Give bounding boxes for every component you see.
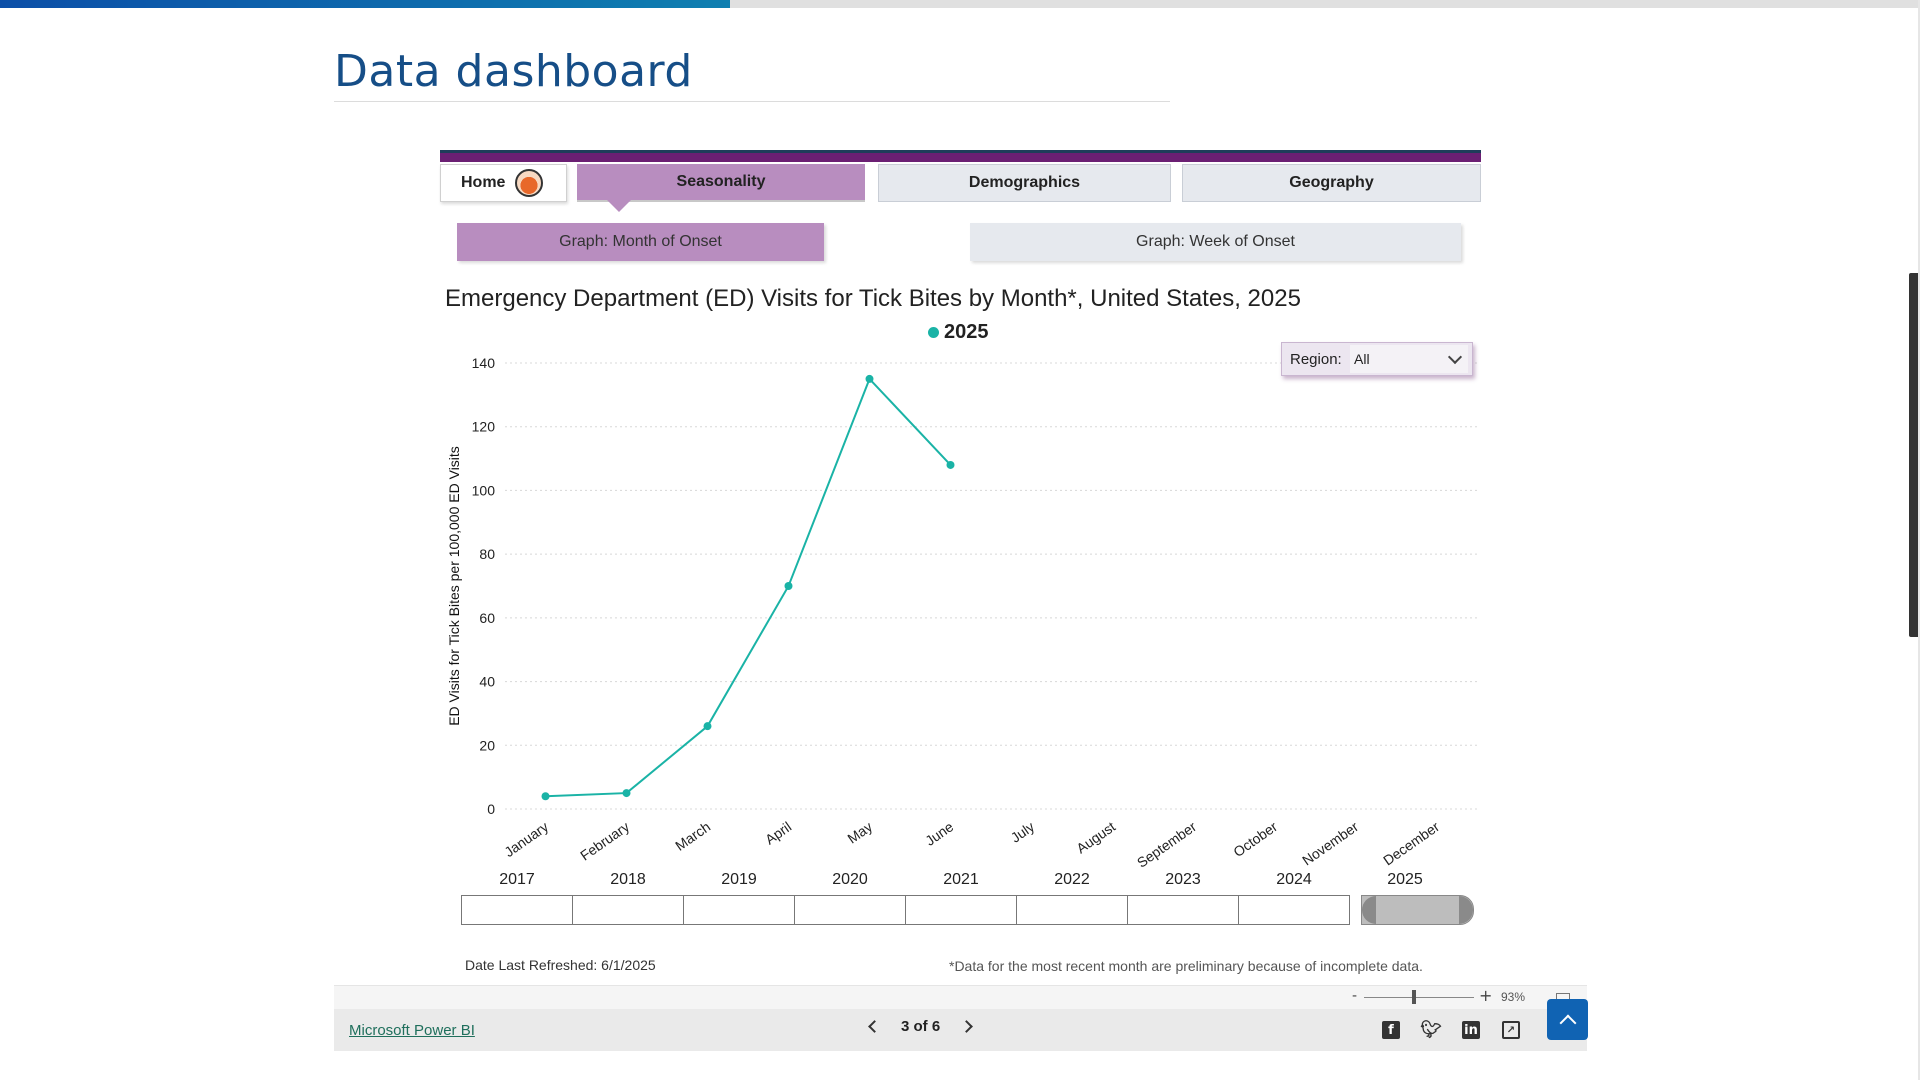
microsoft-powerbi-link[interactable]: Microsoft Power BI — [349, 1022, 475, 1039]
back-to-top-button[interactable] — [1547, 999, 1588, 1040]
region-dropdown-value: All — [1354, 351, 1370, 367]
tab-geography[interactable]: Geography — [1182, 164, 1481, 202]
title-divider — [334, 101, 1170, 102]
chevron-up-icon — [1559, 1014, 1576, 1031]
x-tick-label: July — [1008, 818, 1038, 845]
data-point — [703, 722, 712, 731]
tab-seasonality[interactable]: Seasonality — [577, 164, 865, 212]
year-label: 2019 — [721, 871, 757, 888]
legend-label: 2025 — [944, 321, 989, 343]
x-tick-label: September — [1134, 818, 1200, 871]
tab-home[interactable]: Home — [440, 164, 567, 202]
region-dropdown[interactable]: All — [1350, 345, 1468, 373]
year-label: 2022 — [1054, 871, 1090, 888]
powerbi-footer: Microsoft Power BI 3 of 6 f 🐦︎ in ↗ — [334, 1009, 1587, 1051]
year-cell[interactable] — [794, 895, 906, 925]
tab-demographics-label: Demographics — [968, 174, 1081, 191]
x-tick-label: June — [922, 818, 956, 849]
x-tick-label: December — [1380, 818, 1442, 868]
subtab-month-of-onset[interactable]: Graph: Month of Onset — [457, 223, 824, 261]
zoom-out-button[interactable]: - — [1352, 988, 1358, 1004]
page-indicator: 3 of 6 — [901, 1018, 941, 1035]
zoom-slider-thumb[interactable] — [1412, 990, 1416, 1004]
window-edge — [1918, 0, 1920, 1080]
x-tick-label: February — [577, 818, 632, 863]
year-cell[interactable] — [1361, 895, 1474, 925]
legend-marker — [928, 327, 939, 338]
zoom-in-button[interactable]: + — [1479, 986, 1493, 1005]
year-cell[interactable] — [1016, 895, 1128, 925]
tab-home-label: Home — [461, 174, 506, 191]
zoom-percent: 93% — [1501, 990, 1526, 1004]
preliminary-data-note: *Data for the most recent month are prel… — [949, 958, 1423, 974]
data-point — [865, 374, 874, 383]
chart-title: Emergency Department (ED) Visits for Tic… — [445, 285, 1301, 312]
powerbi-report: Home Seasonality Demographics Geography … — [334, 135, 1587, 985]
y-tick-label: 40 — [479, 674, 495, 690]
linkedin-icon[interactable]: in — [1462, 1021, 1480, 1039]
page-progress-fill — [0, 0, 730, 8]
subtab-week-of-onset[interactable]: Graph: Week of Onset — [970, 223, 1461, 261]
x-tick-label: November — [1299, 818, 1361, 868]
line-chart: 0 20 40 60 80 100 120 140 ED Visits for Tick Bit… — [446, 355, 1477, 871]
subtab-month-label: Graph: Month of Onset — [559, 233, 722, 250]
year-cell[interactable] — [683, 895, 795, 925]
year-cell[interactable] — [461, 895, 573, 925]
year-cell[interactable] — [572, 895, 684, 925]
page-scrollbar-thumb[interactable] — [1909, 273, 1920, 637]
y-tick-label: 20 — [479, 737, 495, 753]
x-tick-label: October — [1230, 818, 1280, 860]
y-tick-label: 80 — [479, 546, 495, 562]
y-axis-label: ED Visits for Tick Bites per 100,000 ED … — [446, 446, 462, 726]
year-label: 2024 — [1276, 871, 1312, 888]
x-tick-label: August — [1073, 818, 1118, 856]
next-page-icon[interactable] — [960, 1020, 974, 1033]
y-tick-label: 140 — [472, 355, 496, 371]
region-filter: Region: All — [1281, 342, 1473, 376]
tab-seasonality-label: Seasonality — [676, 173, 766, 190]
year-cell[interactable] — [905, 895, 1017, 925]
region-filter-label: Region: — [1290, 350, 1342, 368]
year-label: 2020 — [832, 871, 868, 888]
x-tick-label: May — [844, 818, 875, 846]
page-progress-track — [0, 0, 1920, 8]
chevron-down-icon — [1447, 349, 1463, 364]
data-point — [784, 582, 793, 590]
share-icon[interactable]: ↗ — [1502, 1021, 1520, 1039]
data-point — [946, 460, 955, 469]
data-point — [622, 789, 631, 798]
report-header-bar — [440, 150, 1481, 162]
x-tick-label: January — [501, 818, 551, 860]
x-tick-label: March — [672, 818, 713, 853]
share-icons: f 🐦︎ in ↗ — [1382, 1020, 1520, 1040]
year-cell[interactable] — [1238, 895, 1350, 925]
year-label: 2025 — [1387, 871, 1423, 888]
y-tick-label: 120 — [472, 419, 496, 435]
year-cell[interactable] — [1127, 895, 1239, 925]
year-label: 2023 — [1165, 871, 1201, 888]
y-tick-label: 100 — [472, 482, 496, 498]
home-globe-icon — [515, 169, 544, 197]
data-point — [541, 792, 550, 801]
year-label: 2018 — [610, 871, 646, 888]
tab-demographics[interactable]: Demographics — [878, 164, 1171, 202]
zoom-bar: - + 93% — [334, 985, 1587, 1009]
zoom-slider-track[interactable] — [1364, 997, 1474, 998]
facebook-icon[interactable]: f — [1382, 1021, 1400, 1039]
x-tick-label: April — [762, 818, 794, 847]
previous-page-icon[interactable] — [868, 1020, 881, 1033]
subtab-week-label: Graph: Week of Onset — [1136, 233, 1295, 250]
page-navigator: 3 of 6 — [868, 1018, 974, 1035]
page-title: Data dashboard — [334, 46, 693, 97]
tab-geography-label: Geography — [1289, 174, 1374, 191]
chart-legend[interactable]: 2025 — [928, 321, 989, 344]
series-line-2025 — [545, 377, 952, 798]
twitter-icon[interactable]: 🐦︎ — [1420, 1020, 1442, 1040]
y-tick-label: 0 — [487, 801, 495, 817]
year-label: 2021 — [943, 871, 979, 888]
y-tick-label: 60 — [479, 610, 495, 626]
year-label: 2017 — [499, 871, 535, 888]
date-last-refreshed: Date Last Refreshed: 6/1/2025 — [465, 957, 656, 973]
